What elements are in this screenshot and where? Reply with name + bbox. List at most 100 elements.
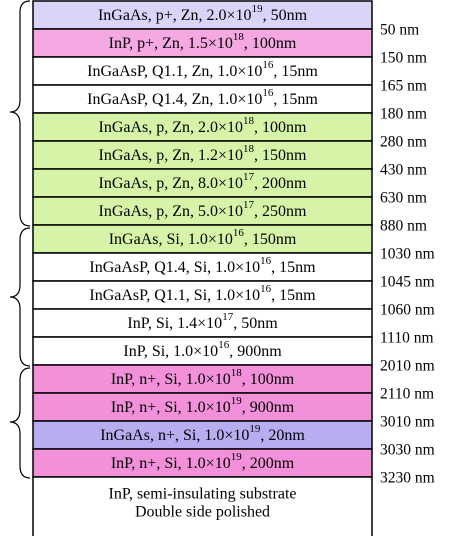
doping-exponent: 19 (231, 395, 243, 407)
layer-composition: InP, n+, Si, 1.0×10 (111, 455, 231, 472)
layer-composition: InP, n+, Si, 1.0×10 (111, 371, 231, 388)
doping-exponent: 16 (262, 59, 274, 71)
layer-label: InGaAs, Si, 1.0×1016, 150nm (109, 227, 297, 248)
layer (32, 308, 373, 338)
layer-thickness: , 150nm (254, 147, 307, 164)
layer-composition: InP, p+, Zn, 1.5×10 (109, 35, 233, 52)
layer-thickness: , 250nm (254, 203, 307, 220)
doping-exponent: 16 (233, 227, 245, 239)
layer (32, 140, 373, 170)
doping-exponent: 17 (243, 199, 255, 211)
layer-label: InGaAs, n+, Si, 1.0×1019, 20nm (100, 423, 305, 444)
doping-exponent: 16 (260, 283, 272, 295)
layer-label: InGaAs, p, Zn, 8.0×1017, 200nm (98, 171, 307, 192)
layer-thickness: , 200nm (254, 175, 307, 192)
layer-thickness: , 100nm (254, 119, 307, 136)
layer-composition: InGaAs, p+, Zn, 2.0×10 (98, 7, 252, 24)
layer-thickness: , 50nm (263, 7, 308, 24)
layer-label: InP, Si, 1.4×1017, 50nm (127, 311, 278, 332)
depth-label: 430 nm (380, 162, 427, 179)
layer-thickness: , 100nm (244, 35, 297, 52)
layer-label: InGaAsP, Q1.1, Zn, 1.0×1016, 15nm (87, 59, 318, 80)
layer (32, 420, 373, 450)
layer-thickness: , 150nm (244, 231, 297, 248)
layer-label: InP, Si, 1.0×1016, 900nm (123, 339, 282, 360)
layer-composition: InGaAsP, Q1.4, Zn, 1.0×10 (87, 91, 262, 108)
doping-exponent: 18 (231, 367, 243, 379)
depth-label: 1030 nm (380, 246, 435, 263)
layer-label: InGaAs, p, Zn, 1.2×1018, 150nm (98, 143, 307, 164)
depth-label: 1045 nm (380, 274, 435, 291)
layer-thickness: , 50nm (233, 315, 278, 332)
region-braces (9, 0, 31, 479)
layer-composition: InGaAs, p, Zn, 2.0×10 (98, 119, 243, 136)
layer-label: InP, n+, Si, 1.0×1018, 100nm (111, 367, 295, 388)
depth-label: 880 nm (380, 218, 427, 235)
layer (32, 252, 373, 282)
layer-thickness: , 15nm (273, 63, 318, 80)
layer-composition: InGaAs, Si, 1.0×10 (109, 231, 233, 248)
layer (32, 0, 373, 30)
layer-thickness: , 15nm (271, 259, 316, 276)
layer-thickness: , 900nm (229, 343, 282, 360)
p-region-brace (9, 0, 31, 227)
layer (32, 28, 373, 58)
doping-exponent: 16 (260, 255, 272, 267)
layer (32, 448, 373, 478)
layer-composition: InGaAs, p, Zn, 8.0×10 (98, 175, 243, 192)
depth-label: 1110 nm (380, 330, 434, 347)
depth-label: 180 nm (380, 106, 427, 123)
n-region-brace (9, 367, 31, 479)
layer-thickness: , 900nm (242, 399, 295, 416)
doping-exponent: 17 (243, 171, 255, 183)
depth-label: 3030 nm (380, 442, 435, 459)
layer-composition: InP, Si, 1.4×10 (127, 315, 222, 332)
doping-exponent: 16 (262, 87, 274, 99)
layer-label: InGaAs, p+, Zn, 2.0×1019, 50nm (98, 3, 308, 24)
layer-label: InGaAsP, Q1.4, Si, 1.0×1016, 15nm (89, 255, 316, 276)
layer (32, 84, 373, 114)
doping-exponent: 19 (231, 451, 243, 463)
doping-exponent: 18 (233, 31, 245, 43)
layer-composition: InP, Si, 1.0×10 (123, 343, 218, 360)
layer-label: InGaAs, p, Zn, 2.0×1018, 100nm (98, 115, 307, 136)
depth-label: 2010 nm (380, 358, 435, 375)
doping-exponent: 19 (252, 3, 264, 15)
layer-thickness: , 15nm (273, 91, 318, 108)
layer-thickness: , 15nm (271, 287, 316, 304)
depth-label: 1060 nm (380, 302, 435, 319)
layer-label: InGaAsP, Q1.1, Si, 1.0×1016, 15nm (89, 283, 316, 304)
layer-composition: InGaAs, n+, Si, 1.0×10 (100, 427, 249, 444)
depth-label: 2110 nm (380, 386, 434, 403)
layer-label: InGaAsP, Q1.4, Zn, 1.0×1016, 15nm (87, 87, 318, 108)
doping-exponent: 17 (222, 311, 234, 323)
layer-composition: InGaAsP, Q1.1, Zn, 1.0×10 (87, 63, 262, 80)
layer-thickness: , 200nm (242, 455, 295, 472)
depth-label: 280 nm (380, 134, 427, 151)
layer-thickness: , 100nm (242, 371, 295, 388)
layer-composition: InGaAs, p, Zn, 1.2×10 (98, 147, 243, 164)
layer-composition: InGaAs, p, Zn, 5.0×10 (98, 203, 243, 220)
depth-label: 50 nm (380, 22, 419, 39)
depth-label: 3010 nm (380, 414, 435, 431)
layer (32, 364, 373, 394)
layer (32, 280, 373, 310)
depth-label: 150 nm (380, 50, 427, 67)
layer-label: InGaAs, p, Zn, 5.0×1017, 250nm (98, 199, 307, 220)
depth-label: 630 nm (380, 190, 427, 207)
depth-label: 165 nm (380, 78, 427, 95)
layer-thickness: , 20nm (260, 427, 305, 444)
layer (32, 196, 373, 226)
layer-label: InP, n+, Si, 1.0×1019, 900nm (111, 395, 295, 416)
layer-label: InP, p+, Zn, 1.5×1018, 100nm (109, 31, 297, 52)
substrate-label: Double side polished (135, 504, 270, 521)
doping-exponent: 19 (249, 423, 261, 435)
doping-exponent: 18 (243, 143, 255, 155)
substrate-label: InP, semi-insulating substrate (109, 486, 297, 503)
doping-exponent: 18 (243, 115, 255, 127)
layer-composition: InGaAsP, Q1.1, Si, 1.0×10 (89, 287, 260, 304)
layer-composition: InP, n+, Si, 1.0×10 (111, 399, 231, 416)
substrate (32, 476, 373, 536)
depth-label: 3230 nm (380, 470, 435, 487)
